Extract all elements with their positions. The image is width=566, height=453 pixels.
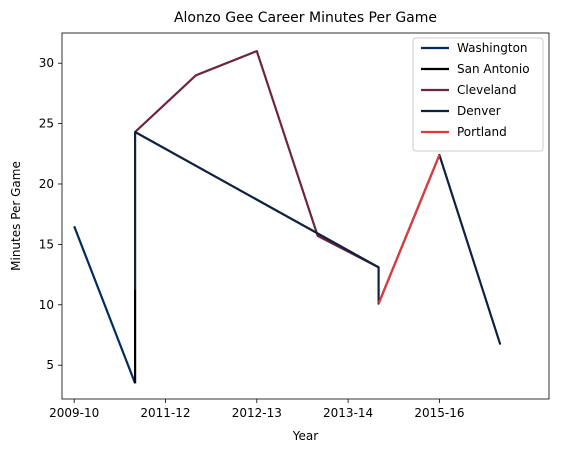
x-tick-label: 2011-12 (140, 406, 190, 420)
plot-area (73, 50, 502, 384)
x-tick-label: 2015-16 (414, 406, 464, 420)
legend-label: Washington (457, 41, 528, 55)
plot-frame (61, 32, 550, 400)
y-axis-label: Minutes Per Game (9, 161, 23, 271)
x-axis-label: Year (292, 429, 318, 443)
series-line-portland (377, 154, 441, 305)
y-tick-label: 25 (39, 117, 54, 131)
legend-label: San Antonio (457, 62, 530, 76)
y-tick-label: 5 (46, 358, 54, 372)
y-tick-label: 20 (39, 177, 54, 191)
chart-title: Alonzo Gee Career Minutes Per Game (174, 10, 437, 26)
legend-label: Cleveland (457, 83, 517, 97)
legend-box (412, 37, 544, 152)
x-tick-label: 2013-14 (323, 406, 373, 420)
legend-label: Portland (457, 125, 507, 139)
series-line-cleveland (134, 50, 380, 269)
x-axis-ticks: 2009-10 2011-12 2012-13 2013-14 2015-16 (49, 399, 464, 420)
x-tick-label: 2012-13 (232, 406, 282, 420)
series-line-denver (134, 130, 502, 345)
y-axis-ticks: 5 10 15 20 25 30 (39, 56, 62, 372)
x-tick-label: 2009-10 (49, 406, 99, 420)
y-tick-label: 15 (39, 237, 54, 251)
y-tick-label: 10 (39, 298, 54, 312)
legend: Washington San Antonio Cleveland Denver Port… (412, 37, 544, 152)
legend-label: Denver (457, 104, 501, 118)
series-line-washington (73, 225, 137, 384)
y-tick-label: 30 (39, 56, 54, 70)
